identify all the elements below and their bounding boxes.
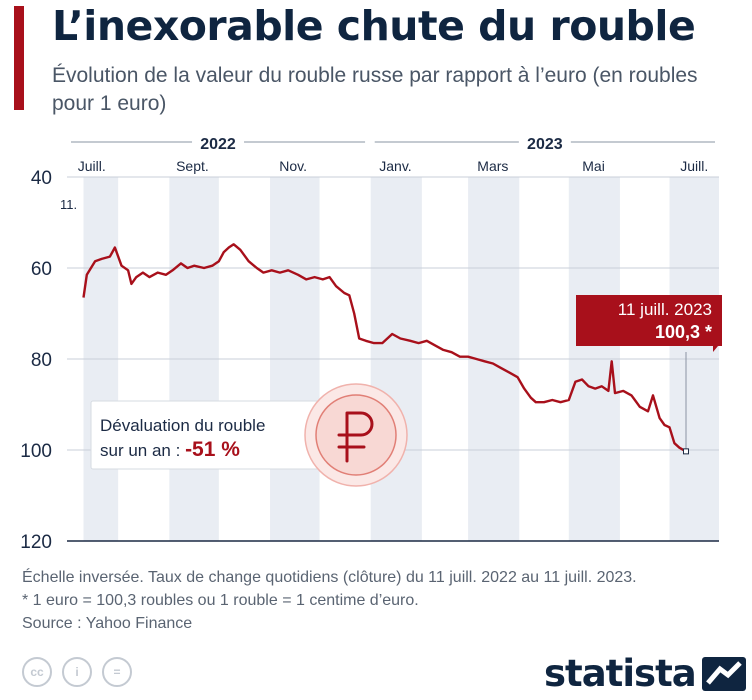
y-tick-label: 80 bbox=[31, 350, 52, 371]
month-label: Mai bbox=[582, 158, 605, 174]
footnotes: Échelle inversée. Taux de change quotidi… bbox=[22, 566, 747, 635]
cc-icon[interactable]: cc bbox=[22, 657, 52, 687]
statista-logo[interactable]: statista bbox=[544, 652, 746, 695]
month-label: Juill. bbox=[78, 158, 106, 174]
start-day-label: 11. bbox=[60, 197, 77, 212]
devaluation-text: sur un an : -51 % bbox=[100, 438, 240, 461]
month-label: Juill. bbox=[680, 158, 708, 174]
line-chart: 40 60 80 100 120 2022 2023 Juill. Sept. Nov. Janv.… bbox=[20, 136, 722, 553]
year-label: 2022 bbox=[200, 136, 236, 153]
devaluation-text: Dévaluation du rouble bbox=[100, 416, 265, 435]
annotation-date: 11 juill. 2023 bbox=[618, 300, 712, 319]
month-label: Nov. bbox=[279, 158, 307, 174]
footnote-source: Source : Yahoo Finance bbox=[22, 615, 193, 632]
y-tick-label: 100 bbox=[20, 441, 52, 462]
y-tick-label: 60 bbox=[31, 259, 52, 280]
footnote-conversion: * 1 euro = 100,3 roubles ou 1 rouble = 1… bbox=[22, 592, 419, 609]
license-icons: cc i = bbox=[22, 657, 132, 687]
statista-logo-icon bbox=[701, 656, 746, 691]
page-subtitle: Évolution de la valeur du rouble russe p… bbox=[52, 64, 698, 115]
title-accent-bar bbox=[14, 6, 24, 110]
footnote-scale: Échelle inversée. Taux de change quotidi… bbox=[22, 569, 637, 586]
annotation-box bbox=[576, 295, 722, 352]
month-label: Janv. bbox=[379, 158, 411, 174]
end-point-marker bbox=[682, 448, 689, 455]
y-tick-label: 120 bbox=[20, 532, 52, 553]
attribution-icon[interactable]: i bbox=[62, 657, 92, 687]
statista-logo-text: statista bbox=[544, 652, 697, 695]
month-label: Sept. bbox=[176, 158, 209, 174]
rouble-icon bbox=[337, 411, 374, 463]
year-label: 2023 bbox=[527, 136, 563, 153]
series-line bbox=[82, 243, 687, 453]
no-derivatives-icon[interactable]: = bbox=[102, 657, 132, 687]
annotation-value: 100,3 * bbox=[655, 322, 712, 342]
month-label: Mars bbox=[477, 158, 508, 174]
page-title: L’inexorable chute du rouble bbox=[52, 2, 696, 50]
y-tick-label: 40 bbox=[31, 168, 52, 189]
